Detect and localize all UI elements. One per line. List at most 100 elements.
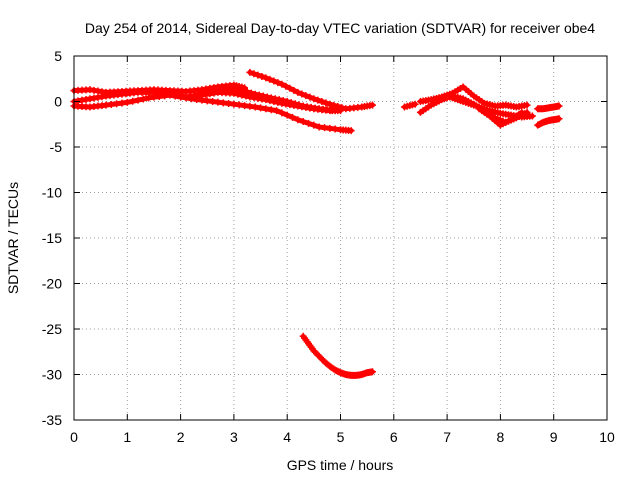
plus-marker (299, 118, 307, 126)
plus-marker (123, 98, 131, 106)
plus-marker (275, 96, 283, 104)
plus-marker (302, 92, 310, 100)
plus-marker (262, 74, 270, 82)
plus-marker (247, 89, 255, 97)
plus-marker (250, 70, 258, 78)
plus-marker (270, 77, 278, 85)
x-tick-label: 10 (599, 429, 615, 445)
y-tick-label: 0 (54, 94, 62, 110)
plus-marker (286, 84, 294, 92)
data-series (400, 100, 419, 111)
plus-marker (235, 86, 243, 94)
plus-marker (306, 93, 314, 101)
plus-marker (278, 80, 286, 88)
plus-marker (555, 115, 563, 123)
x-tick-label: 1 (123, 429, 131, 445)
plus-marker (239, 87, 247, 95)
plus-marker (211, 87, 219, 95)
plus-marker (273, 107, 281, 115)
plus-marker (263, 93, 271, 101)
plus-marker (518, 108, 526, 116)
plus-marker (171, 92, 179, 100)
plus-marker (139, 95, 147, 103)
plus-marker (305, 119, 313, 127)
plus-marker (283, 98, 291, 105)
plus-marker (326, 100, 334, 108)
plus-marker (279, 97, 287, 105)
plus-marker (191, 92, 199, 100)
y-tick-label: -35 (42, 412, 62, 428)
plus-marker (411, 100, 419, 108)
data-series (475, 105, 526, 129)
plus-marker (177, 93, 185, 101)
y-axis-label: SDTVAR / TECUs (5, 182, 21, 294)
y-tick-label: -30 (42, 367, 62, 383)
x-tick-label: 2 (177, 429, 185, 445)
x-axis-label: GPS time / hours (287, 457, 394, 473)
plus-marker (207, 87, 215, 95)
plus-marker (215, 86, 223, 94)
plus-marker (287, 99, 295, 107)
data-series (246, 68, 376, 113)
plus-marker (267, 94, 275, 102)
plus-marker (282, 82, 290, 90)
data-series (299, 332, 376, 379)
data-series (187, 85, 339, 115)
plus-marker (246, 68, 254, 76)
x-tick-label: 8 (497, 429, 505, 445)
plus-marker (251, 90, 259, 98)
x-tick-label: 9 (550, 429, 558, 445)
plus-marker (298, 90, 306, 98)
plus-marker (331, 107, 339, 115)
x-tick-label: 6 (390, 429, 398, 445)
plus-marker (295, 101, 303, 109)
plus-marker (278, 109, 286, 117)
plus-marker (523, 101, 531, 109)
plus-marker (187, 93, 195, 101)
plus-marker (294, 88, 302, 96)
plus-marker (182, 94, 190, 102)
plus-marker (199, 90, 207, 98)
x-tick-labels: 0 1 2 3 4 5 6 7 8 9 10 (70, 429, 615, 445)
plus-marker (257, 104, 265, 112)
y-tick-labels: 5 0 -5 -10 -15 -20 -25 -30 -35 (42, 48, 62, 428)
plus-marker (368, 368, 376, 376)
plus-marker (528, 112, 536, 120)
y-tick-label: -20 (42, 276, 62, 292)
chart-title: Day 254 of 2014, Sidereal Day-to-day VTE… (85, 20, 595, 36)
x-tick-label: 5 (337, 429, 345, 445)
y-tick-label: -15 (42, 230, 62, 246)
plus-marker (243, 88, 251, 96)
x-tick-label: 0 (70, 429, 78, 445)
x-tick-label: 4 (283, 429, 291, 445)
plus-marker (258, 72, 266, 80)
plus-marker (310, 95, 318, 103)
plus-marker (203, 88, 211, 96)
plus-marker (334, 103, 342, 111)
plus-marker (294, 116, 302, 124)
plus-marker (255, 91, 263, 99)
plus-marker (330, 101, 338, 109)
plus-marker (347, 127, 355, 135)
plus-marker (271, 95, 279, 103)
plus-marker (322, 99, 330, 107)
plus-marker (368, 101, 376, 109)
plus-marker (291, 100, 299, 108)
x-tick-label: 3 (230, 429, 238, 445)
plus-marker (251, 103, 259, 111)
data-series (70, 91, 355, 135)
y-tick-label: -5 (50, 139, 63, 155)
plus-marker (129, 97, 137, 105)
plus-marker (314, 96, 322, 104)
plus-marker (254, 71, 262, 79)
plus-marker (134, 96, 142, 104)
plus-marker (267, 106, 275, 114)
y-tick-label: -10 (42, 185, 62, 201)
plus-marker (195, 91, 203, 99)
data-series (534, 102, 563, 113)
plus-marker (262, 105, 270, 113)
plus-marker (274, 79, 282, 87)
plus-marker (259, 92, 267, 100)
data-series (534, 115, 563, 129)
